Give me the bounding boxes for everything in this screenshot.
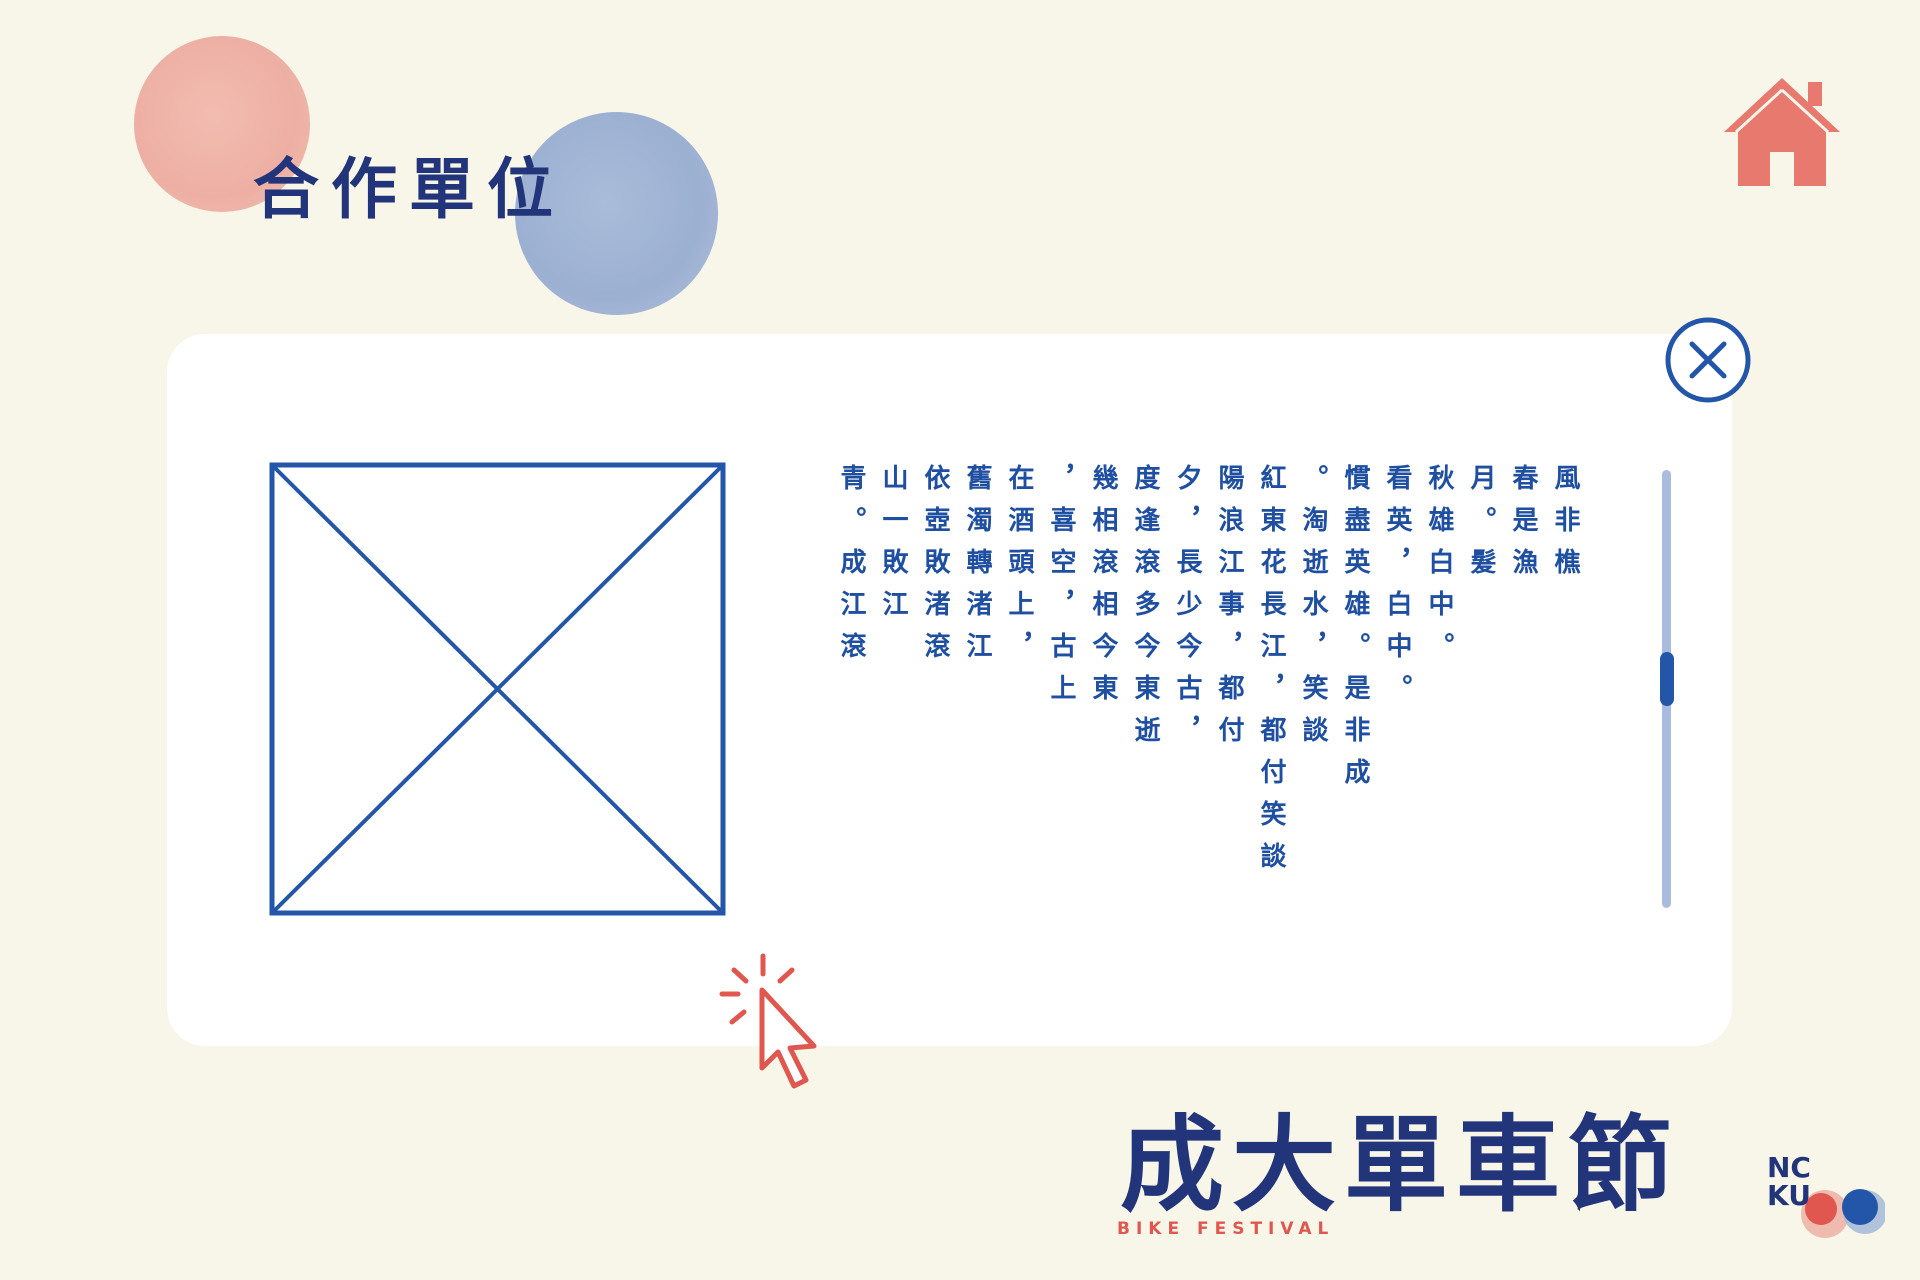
text-column: 。淘逝水，笑談 — [1298, 464, 1328, 758]
text-column: 風非樵 — [1550, 464, 1580, 590]
text-column: 依壺敗渚滾 — [920, 464, 950, 674]
logo-subtitle: BIKE FESTIVAL — [1117, 1219, 1335, 1239]
close-icon — [1665, 317, 1751, 403]
text-column: 陽浪江事，都付 — [1214, 464, 1244, 758]
page-title: 合作單位 — [253, 151, 565, 228]
logo-title: 成大單車節 — [1120, 1104, 1681, 1226]
svg-text:NC: NC — [1767, 1151, 1811, 1184]
text-column: 秋雄白中。 — [1424, 464, 1454, 674]
text-column: 青。成江滾 — [836, 464, 866, 674]
content-panel — [167, 334, 1732, 1046]
text-column: 月。髮 — [1466, 464, 1496, 590]
decorative-blue-circle — [515, 112, 718, 315]
text-column: 在酒頭上， — [1004, 464, 1034, 674]
description-text: 風非樵 春是漁 月。髮 秋雄白中。 看英，白中。 慣盡英雄。是非成 。淘逝水，笑… — [830, 464, 1586, 904]
festival-logo: 成大單車節 BIKE FESTIVAL NC KU — [1110, 1104, 1885, 1255]
cursor-pointer — [718, 952, 830, 1094]
decorative-pink-circle — [134, 36, 310, 212]
close-button[interactable] — [1664, 316, 1752, 404]
text-column: ，喜空，古上 — [1046, 464, 1076, 716]
text-column: 舊濁轉渚江 — [962, 464, 992, 674]
text-column: 幾相滾相今東 — [1088, 464, 1118, 716]
ncku-badge-icon: NC KU — [1767, 1151, 1885, 1238]
text-column: 度逢滾多今東逝 — [1130, 464, 1160, 758]
text-column: 夕，長少今古， — [1172, 464, 1202, 758]
cursor-icon — [719, 953, 817, 1089]
text-column: 山一敗江 — [878, 464, 908, 632]
text-column: 春是漁 — [1508, 464, 1538, 590]
text-column: 紅東花長江，都付笑談 — [1256, 464, 1286, 884]
image-placeholder-icon — [269, 462, 726, 916]
home-button[interactable] — [1722, 76, 1842, 188]
scrollbar-thumb[interactable] — [1660, 652, 1674, 706]
text-column: 慣盡英雄。是非成 — [1340, 464, 1370, 800]
home-icon — [1724, 78, 1840, 186]
svg-text:KU: KU — [1767, 1179, 1811, 1212]
text-column: 看英，白中。 — [1382, 464, 1412, 716]
image-placeholder — [269, 462, 726, 916]
